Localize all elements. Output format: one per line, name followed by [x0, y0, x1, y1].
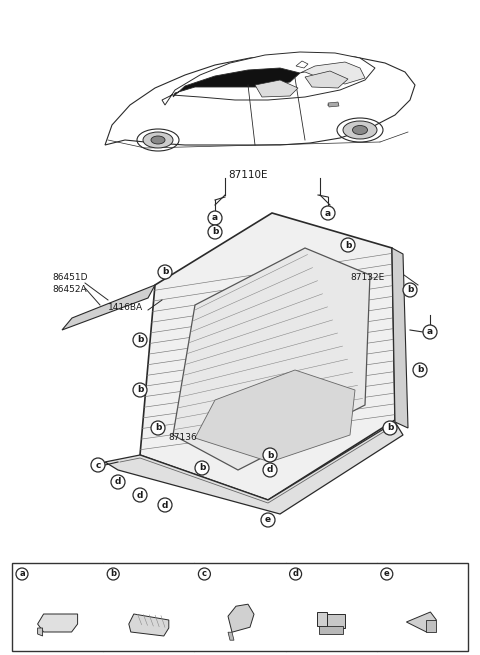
Text: a: a — [325, 208, 331, 217]
Text: b: b — [345, 240, 351, 250]
Text: c: c — [202, 569, 207, 578]
Text: e: e — [265, 515, 271, 525]
Circle shape — [195, 461, 209, 475]
Circle shape — [383, 421, 397, 435]
Circle shape — [321, 206, 335, 220]
Circle shape — [133, 383, 147, 397]
Text: 87136: 87136 — [168, 434, 197, 443]
Circle shape — [133, 333, 147, 347]
Ellipse shape — [151, 136, 165, 144]
Bar — [12, 563, 468, 651]
Polygon shape — [319, 626, 343, 634]
Text: d: d — [115, 477, 121, 487]
Text: b: b — [137, 335, 143, 345]
Circle shape — [91, 458, 105, 472]
Circle shape — [107, 568, 119, 580]
Circle shape — [208, 225, 222, 239]
Text: 87110E: 87110E — [228, 170, 268, 180]
Circle shape — [198, 568, 210, 580]
Polygon shape — [407, 612, 436, 632]
Polygon shape — [296, 61, 308, 68]
Text: a: a — [427, 328, 433, 337]
Polygon shape — [255, 80, 298, 97]
Polygon shape — [37, 614, 78, 632]
Polygon shape — [327, 614, 345, 628]
Circle shape — [263, 448, 277, 462]
Ellipse shape — [343, 121, 377, 139]
Text: c: c — [96, 460, 101, 470]
Text: b: b — [212, 227, 218, 236]
Text: b: b — [155, 424, 161, 432]
Text: 87135N: 87135N — [396, 569, 432, 578]
Circle shape — [158, 265, 172, 279]
Circle shape — [111, 475, 125, 489]
Text: 87864: 87864 — [31, 569, 60, 578]
Polygon shape — [328, 102, 339, 107]
Text: a: a — [19, 569, 25, 578]
Text: 87135K: 87135K — [214, 569, 248, 578]
Polygon shape — [37, 628, 43, 636]
Text: 1416BA: 1416BA — [108, 303, 143, 312]
Polygon shape — [105, 55, 415, 145]
Polygon shape — [140, 213, 395, 500]
Polygon shape — [195, 370, 355, 462]
Text: 86452A: 86452A — [52, 286, 86, 295]
Text: 87132E: 87132E — [350, 274, 384, 282]
Text: 86451D: 86451D — [52, 274, 87, 282]
Polygon shape — [173, 248, 370, 470]
Circle shape — [208, 211, 222, 225]
Polygon shape — [162, 52, 375, 105]
Polygon shape — [300, 62, 365, 84]
Circle shape — [413, 363, 427, 377]
Text: b: b — [162, 267, 168, 276]
Text: b: b — [407, 286, 413, 295]
Circle shape — [341, 238, 355, 252]
Circle shape — [289, 568, 301, 580]
Circle shape — [151, 421, 165, 435]
Text: 87135M: 87135M — [305, 569, 341, 578]
Text: b: b — [110, 569, 116, 578]
Text: e: e — [384, 569, 390, 578]
Polygon shape — [228, 604, 254, 632]
Ellipse shape — [352, 126, 368, 134]
Circle shape — [261, 513, 275, 527]
Text: b: b — [267, 451, 273, 460]
Text: b: b — [199, 464, 205, 472]
Text: a: a — [212, 214, 218, 223]
Circle shape — [16, 568, 28, 580]
Text: b: b — [387, 424, 393, 432]
Polygon shape — [173, 68, 300, 97]
Text: b: b — [417, 365, 423, 375]
Text: b: b — [137, 386, 143, 394]
Circle shape — [423, 325, 437, 339]
Polygon shape — [62, 285, 155, 330]
Text: d: d — [293, 569, 299, 578]
Circle shape — [133, 488, 147, 502]
Text: d: d — [267, 466, 273, 474]
Circle shape — [403, 283, 417, 297]
Circle shape — [381, 568, 393, 580]
Polygon shape — [105, 422, 403, 514]
Ellipse shape — [143, 132, 173, 148]
Circle shape — [158, 498, 172, 512]
Circle shape — [263, 463, 277, 477]
Polygon shape — [317, 612, 327, 626]
Text: d: d — [162, 500, 168, 510]
Polygon shape — [228, 632, 234, 640]
Polygon shape — [426, 620, 436, 632]
Text: 86124D: 86124D — [122, 569, 157, 578]
Polygon shape — [305, 71, 348, 88]
Polygon shape — [129, 614, 169, 636]
Text: d: d — [137, 491, 143, 500]
Polygon shape — [392, 248, 408, 428]
